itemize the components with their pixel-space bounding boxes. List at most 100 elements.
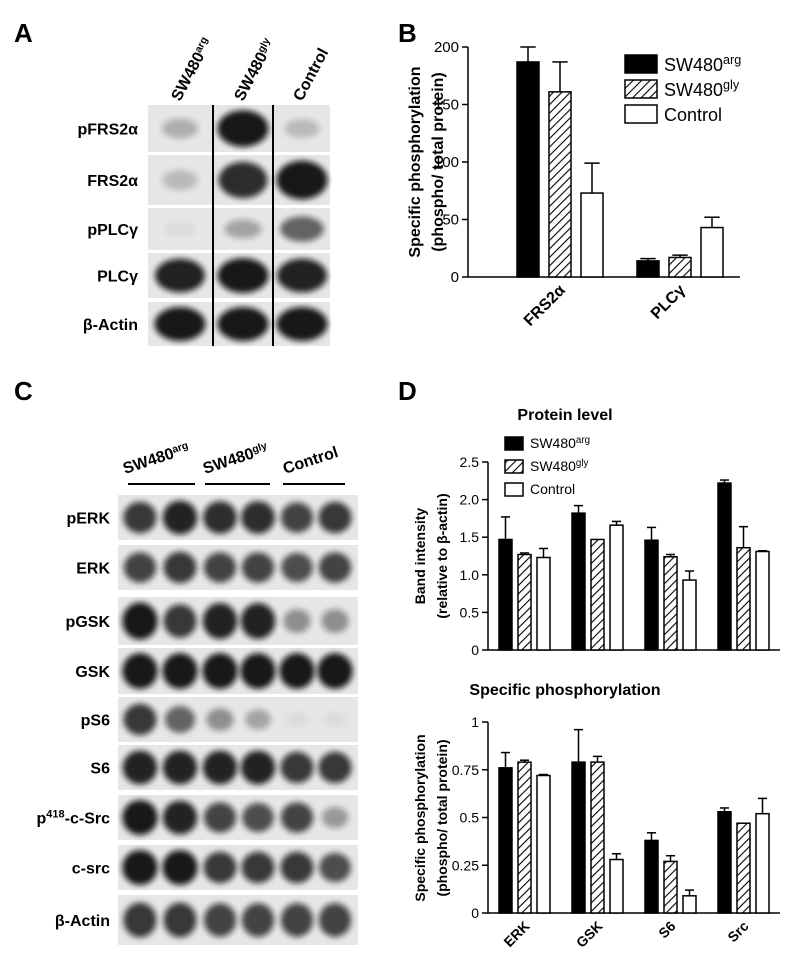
legend-swatch [504,436,524,451]
legend-sup: arg [723,53,741,67]
band [163,604,197,638]
row-label-main: pPLCγ [87,222,138,239]
row-label-main: p [37,811,47,828]
bar [580,192,604,278]
blot-strip [118,697,358,742]
bar [517,553,532,651]
y-axis-label: (phospho/ total protein) [434,739,450,896]
band [240,653,276,689]
column-label-main: Control [291,46,333,104]
row-label: p418-c-Src [37,809,111,828]
band [321,806,349,829]
y-tick-label: 0 [451,269,459,286]
band [240,603,276,639]
column-label-main: SW480 [121,445,176,477]
row-label-main: FRS2α [87,173,138,190]
band [123,902,157,938]
bar [717,482,732,651]
band [162,750,198,785]
legend-sup: arg [576,435,590,446]
band [162,800,198,835]
row-label-main: pS6 [81,713,110,730]
row-label: pPLCγ [87,222,138,239]
band [241,501,275,534]
band [163,222,197,236]
row-label: β-Actin [55,913,110,930]
band [280,216,324,242]
row-label-main: pFRS2α [77,122,138,139]
column-label-sup: arg [193,35,210,54]
y-axis-label: (phospho/ total protein) [430,72,447,252]
bar [736,546,751,651]
column-label: SW480gly [201,440,271,478]
y-tick-label: 100 [434,154,459,171]
legend-name: SW480 [530,458,576,474]
band [242,802,274,833]
legend-label: SW480gly [530,458,589,475]
y-tick-label: 2.5 [460,454,480,470]
band [162,653,198,689]
legend-label: Control [664,105,722,125]
bar [636,260,660,278]
bar [548,91,572,278]
row-label-main: c-src [72,861,110,878]
row-label-main: pGSK [66,614,111,631]
legend-sup: gly [723,78,740,92]
y-tick-label: 200 [434,39,459,56]
row-label: β-Actin [83,317,138,334]
x-tick-label: S6 [655,918,679,942]
column-label-main: Control [281,444,340,478]
legend-swatch [624,54,658,74]
band [122,602,158,640]
band [154,306,206,342]
band [203,903,237,937]
x-tick-label: PLCγ [648,282,689,323]
y-tick-label: 0.5 [460,604,480,620]
row-label: pFRS2α [77,122,138,139]
y-tick-label: 0 [471,642,479,658]
row-label-main: S6 [90,761,110,778]
band [317,653,353,689]
row-label: pGSK [66,614,111,631]
legend-swatch [504,459,524,474]
x-tick-label: Src [724,918,751,945]
band [279,653,315,689]
chart-title: Protein level [517,407,612,424]
band [217,258,269,293]
bar [536,556,551,651]
column-label-main: SW480 [232,49,272,103]
band [202,603,238,639]
band [318,501,352,534]
band [276,306,328,342]
band [202,750,238,785]
y-axis-label: Specific phosphorylation [412,734,428,901]
blot-strip [118,745,358,790]
band [203,552,237,583]
band [122,800,158,835]
band [162,500,198,535]
blot-strip [118,795,358,840]
legend-sup: gly [576,458,589,469]
y-tick-label: 0.25 [452,857,479,873]
blot-strip [118,545,358,590]
band [283,609,311,633]
band [281,552,313,583]
column-label-sup: arg [171,440,190,455]
bar [644,539,659,651]
y-tick-label: 1.0 [460,567,480,583]
row-label-main: β-Actin [83,317,138,334]
row-label: GSK [75,664,110,681]
column-label: SW480gly [231,36,278,104]
row-label-main: PLCγ [97,269,138,286]
chart-title: Specific phosphorylation [469,682,660,699]
panel-label: A [14,18,33,48]
y-tick-label: 150 [434,97,459,114]
band [241,903,275,937]
x-tick-label: FRS2α [521,282,569,330]
band [123,501,157,534]
bar [498,538,513,651]
band [217,306,269,342]
bar [682,895,697,914]
